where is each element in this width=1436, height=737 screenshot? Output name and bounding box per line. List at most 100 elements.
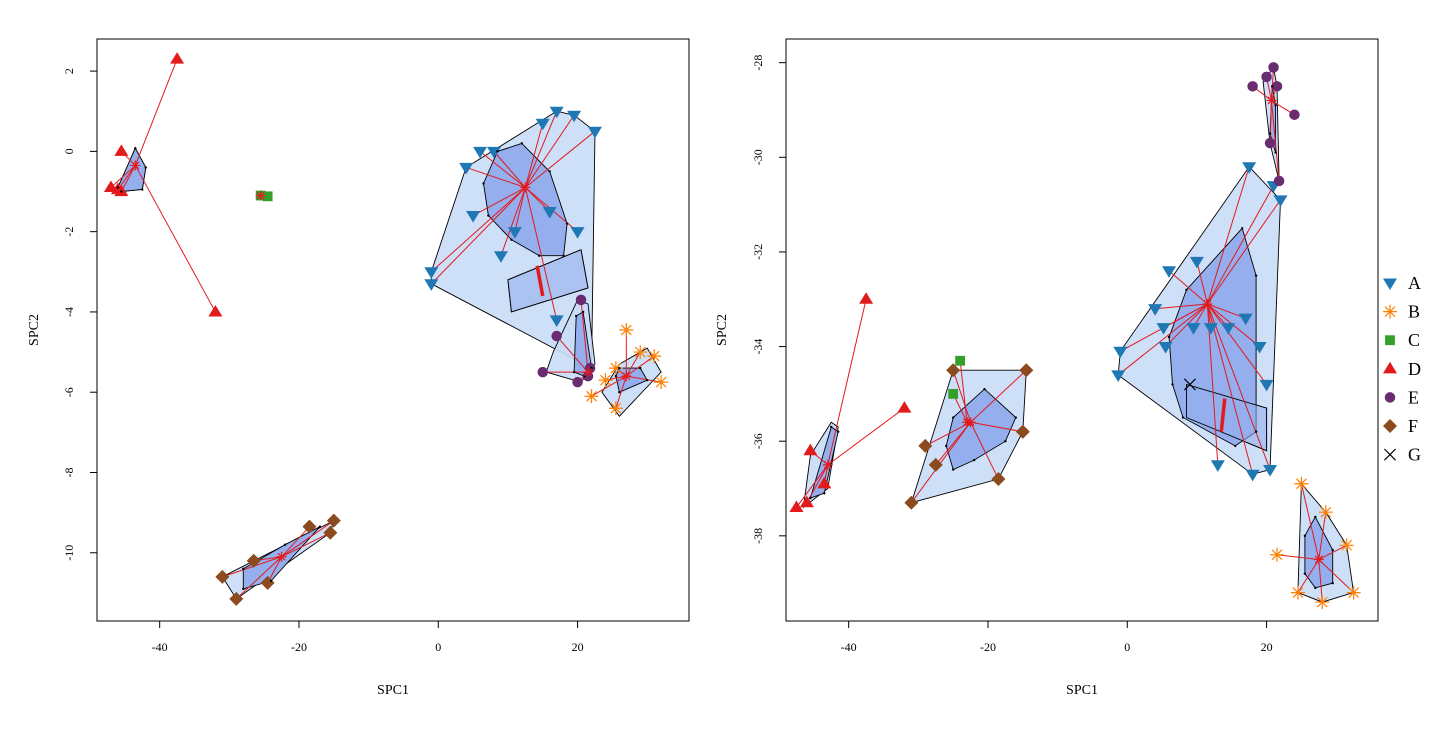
hull-vertex-B [614,374,618,378]
spider-line-B [626,355,655,377]
hull-vertex-A [510,238,513,241]
point-A [549,106,564,119]
spider-line-B [591,375,627,397]
inner-hull-F [945,388,1017,471]
y-axis-label-left: SPC2 [27,314,42,346]
x-tick-label: -40 [152,640,168,654]
hull-vertex-F [269,579,273,583]
spider-line-A [430,187,526,285]
spider-line-B [1276,554,1319,560]
point-A [1238,313,1253,326]
point-F [946,363,961,378]
y-tick-label: -4 [62,307,76,317]
hull-vertex-A [562,254,565,257]
hull-vertex-F [944,444,948,448]
hull-vertex-D [120,190,123,193]
hull-vertex-D [823,492,826,495]
centroid-B [621,371,632,382]
y-tick-label: -32 [751,244,765,260]
spider-line-A [1206,166,1250,305]
point-B [619,323,634,337]
point-E [1273,175,1285,187]
legend-item-C: C [1385,330,1420,350]
point-E [1261,71,1272,83]
spider-line-F [281,520,335,558]
x-tick-label: 20 [572,640,584,654]
hull-vertex-B [618,391,621,394]
point-E [1268,62,1279,73]
y-axis-right: -28 -30 -32 -34 -36 -38 [751,55,786,544]
point-A [535,118,550,131]
inner-hull-G [1186,383,1268,452]
legend-label-B: B [1408,302,1420,322]
point-F [323,525,338,540]
hull-vertex-F [951,416,955,419]
point-A [1156,323,1171,335]
spider-line-A [1206,185,1274,305]
hull-vertex-A [1234,444,1237,448]
spider-line-F [222,556,282,578]
plot-marks-left [103,52,669,606]
y-tick-label: -8 [62,467,76,477]
hull-vertex-E [574,314,578,318]
y-axis-label-right: SPC2 [715,314,730,346]
point-F [928,457,943,472]
x-axis-label-left: SPC1 [377,683,409,698]
point-B [1346,585,1361,600]
hull-vertex-B [1331,581,1334,585]
point-B [598,373,613,388]
point-G [1183,378,1196,391]
point-A [1148,304,1163,316]
y-tick-label: -30 [751,149,765,165]
plot-panel-left: -40 -20 0 20 20-2-4-6-8-10 SPC1 SPC2 [27,38,690,698]
spider-line-A [1206,303,1254,475]
hull-vertex-B [646,378,649,382]
point-F [918,438,933,453]
x-tick-label: -40 [841,640,857,654]
spider-line-A [524,111,558,188]
point-B [584,389,599,404]
legend-label-C: C [1408,330,1420,350]
hull-vertex-B [1314,586,1317,590]
point-A [486,146,501,159]
hull-vertex-B [1303,572,1307,575]
hull-vertex-A [548,170,551,173]
point-C [955,355,966,366]
hull-vertex-A [520,142,524,145]
x-tick-label: -20 [980,640,996,654]
point-E [1289,109,1300,120]
spider-line-B [625,351,641,377]
spider-line-B [1318,559,1323,603]
centroid-A [520,182,531,193]
spider-line-B [1318,559,1354,593]
legend-symbol-G [1383,448,1397,461]
hull-vertex-B [639,366,642,370]
hull-vertex-E [1270,85,1274,88]
spider-line-A [524,123,544,188]
legend-symbol-A [1383,278,1397,290]
spider-line-D [134,58,178,166]
spider-line-F [935,421,971,466]
centroid-A [1202,298,1213,309]
spider-line-A [1196,261,1208,305]
hull-vertex-F [242,567,245,571]
x-axis-left: -40 -20 0 20 [152,621,584,654]
y-tick-label: -10 [62,545,76,561]
point-D [114,144,129,156]
hull-vertex-D [134,146,137,150]
centroid-D [130,160,141,171]
spider-line-B [1300,483,1320,560]
hull-vertex-D [837,430,840,433]
legend-label-F: F [1408,416,1418,436]
hull-vertex-E [1274,104,1277,107]
point-A [424,267,439,279]
hull-vertex-A [538,254,541,257]
hull-vertex-F [951,468,955,471]
point-F [991,472,1006,487]
legend-symbol-E [1384,392,1396,403]
hull-vertex-B [1331,548,1334,552]
spider-line-F [925,421,971,447]
spider-line-F [970,421,1023,433]
hull-vertex-A [565,222,569,225]
point-A [570,227,585,239]
